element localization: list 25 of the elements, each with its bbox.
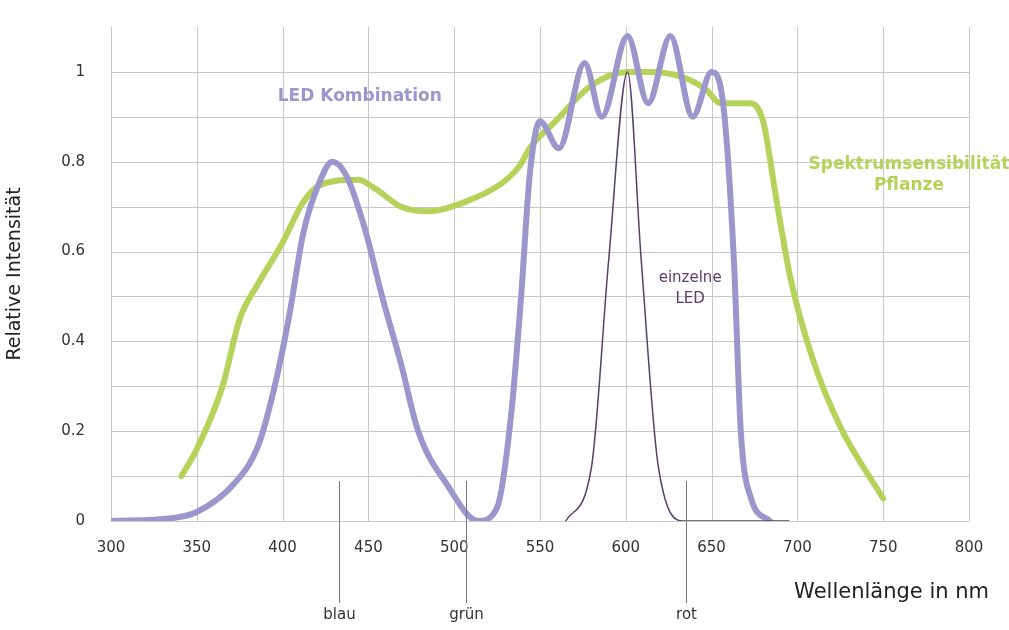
x-axis-title: Wellenlänge in nm <box>794 579 989 604</box>
x-tick-label: 350 <box>182 537 212 556</box>
ref-line-label: grün <box>449 605 484 624</box>
y-tick-label: 0.2 <box>61 421 85 440</box>
x-tick-label: 450 <box>354 537 383 556</box>
y-axis-title: Relative Intensität <box>2 187 25 361</box>
series-label: Spektrumsensibilität Pflanze <box>808 153 1009 195</box>
y-tick-label: 0 <box>75 510 85 529</box>
ref-line-label: rot <box>676 605 698 624</box>
x-tick-label: 300 <box>96 537 126 556</box>
x-tick-label: 400 <box>268 537 297 556</box>
x-tick-label: 800 <box>954 537 984 556</box>
x-tick-label: 650 <box>697 537 726 556</box>
y-tick-label: 0.6 <box>61 241 85 260</box>
ref-line-label: blau <box>323 605 356 624</box>
y-tick-label: 0.4 <box>61 331 85 350</box>
x-tick-label: 550 <box>525 537 555 556</box>
text: LED Kombination <box>277 84 442 105</box>
x-tick-label: 700 <box>783 537 812 556</box>
line-series <box>564 71 790 521</box>
y-tick-label: 1 <box>75 61 85 80</box>
y-tick-label: 0.8 <box>61 151 85 170</box>
series-label: einzelne LED <box>658 268 722 308</box>
x-tick-label: 750 <box>868 537 898 556</box>
x-tick-label: 600 <box>611 537 641 556</box>
